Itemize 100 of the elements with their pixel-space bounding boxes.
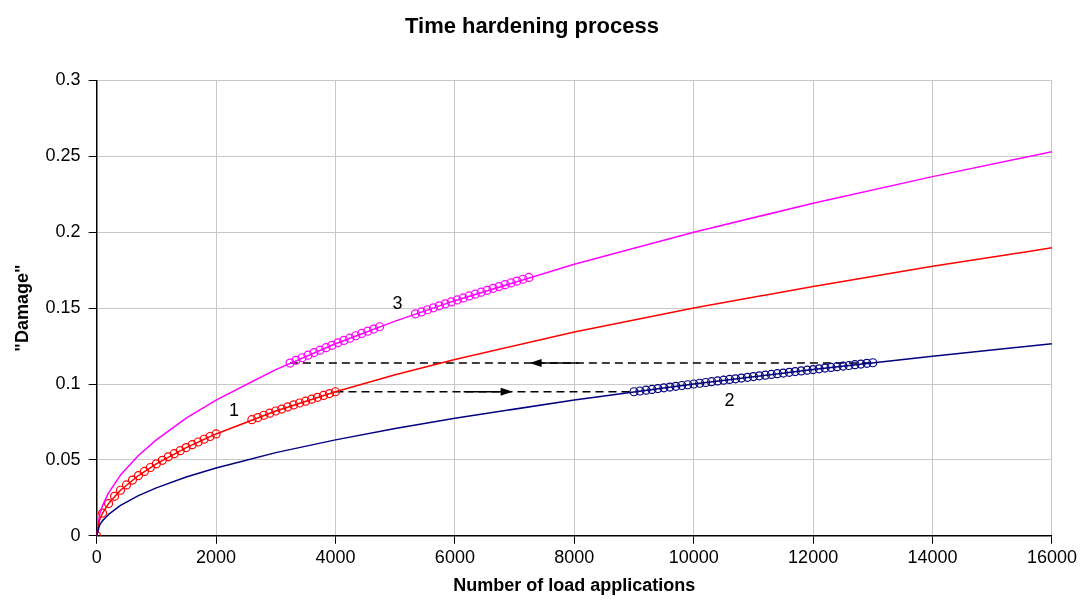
point — [169, 449, 179, 459]
point — [647, 384, 657, 395]
point — [309, 347, 319, 358]
point — [730, 374, 741, 384]
point — [163, 452, 173, 462]
point — [838, 361, 848, 371]
point — [133, 470, 144, 481]
point — [856, 359, 866, 369]
point — [790, 366, 800, 377]
point — [458, 293, 468, 303]
point — [265, 408, 275, 418]
point — [653, 383, 663, 394]
point — [145, 462, 155, 473]
point — [375, 322, 385, 332]
point — [318, 390, 329, 400]
point — [271, 406, 281, 416]
point — [844, 360, 854, 371]
point — [760, 370, 770, 380]
point — [784, 367, 794, 377]
point — [297, 353, 307, 363]
x-tick-label: 14000 — [907, 546, 958, 567]
point — [868, 358, 878, 368]
point — [321, 343, 331, 353]
x-tick-label: 10000 — [668, 546, 719, 567]
point — [665, 382, 675, 392]
point — [369, 324, 379, 334]
y-tick-label: 0.15 — [45, 297, 81, 318]
point — [291, 355, 301, 365]
point — [428, 303, 438, 313]
point — [289, 400, 299, 410]
point — [211, 429, 221, 439]
point — [253, 412, 263, 423]
point — [742, 372, 753, 382]
point — [205, 431, 215, 442]
y-tick-label: 0.25 — [45, 145, 81, 166]
point — [494, 281, 504, 292]
point — [464, 291, 474, 301]
point — [187, 440, 197, 450]
point — [109, 491, 120, 501]
x-tick-label: 2000 — [196, 546, 237, 567]
point — [862, 358, 872, 368]
point — [303, 350, 313, 360]
point — [736, 373, 747, 383]
point — [330, 387, 341, 397]
point — [312, 392, 323, 402]
annotation: 3 — [392, 293, 403, 314]
point — [247, 415, 257, 425]
point — [199, 434, 209, 444]
point — [103, 499, 114, 509]
point — [641, 385, 651, 395]
point — [357, 328, 367, 339]
point — [283, 402, 293, 412]
point — [301, 396, 311, 406]
point — [181, 443, 191, 453]
x-tick-label: 4000 — [315, 546, 356, 567]
point — [718, 375, 729, 385]
x-tick-label: 16000 — [1026, 546, 1077, 567]
y-tick-label: 0 — [70, 524, 81, 545]
point — [671, 381, 681, 391]
point — [635, 386, 645, 396]
y-tick-label: 0.3 — [55, 69, 81, 90]
point — [695, 378, 705, 388]
point — [850, 360, 860, 370]
point — [683, 380, 693, 390]
x-tick-label: 6000 — [434, 546, 475, 567]
point — [339, 335, 349, 346]
y-tick-label: 0.1 — [55, 372, 81, 393]
y-axis-title: "Damage" — [11, 264, 32, 352]
point — [259, 410, 269, 420]
point — [482, 285, 492, 295]
point — [524, 272, 534, 283]
point — [470, 289, 480, 299]
point — [518, 274, 528, 284]
point — [175, 446, 185, 456]
point — [488, 283, 498, 293]
point — [446, 297, 456, 307]
point — [422, 305, 433, 315]
point — [410, 309, 421, 319]
point — [724, 374, 735, 385]
point — [826, 362, 836, 373]
point — [324, 388, 335, 399]
point — [151, 459, 161, 469]
point — [327, 340, 337, 350]
point — [345, 333, 355, 343]
point — [802, 365, 812, 375]
point — [512, 276, 522, 286]
point — [689, 379, 699, 389]
point — [363, 326, 373, 336]
point — [796, 366, 806, 376]
point — [772, 369, 782, 379]
point — [506, 278, 516, 288]
point — [295, 398, 305, 408]
point — [748, 371, 759, 382]
point — [121, 480, 132, 490]
x-tick-label: 8000 — [554, 546, 595, 567]
point — [476, 287, 486, 297]
point — [778, 368, 788, 378]
y-tick-label: 0.2 — [55, 221, 81, 242]
point — [820, 363, 830, 373]
y-tick-label: 0.05 — [45, 448, 81, 469]
